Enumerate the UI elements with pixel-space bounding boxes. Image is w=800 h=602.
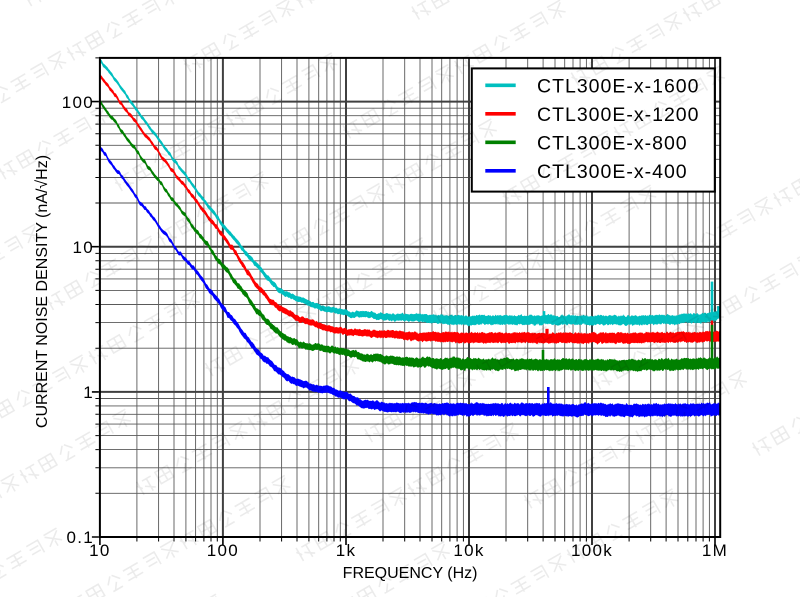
svg-text:CTL300E-x-400: CTL300E-x-400 [537, 161, 688, 183]
svg-text:CURRENT NOISE DENSITY (nA/√Hz): CURRENT NOISE DENSITY (nA/√Hz) [34, 155, 51, 428]
svg-text:10: 10 [89, 541, 111, 560]
svg-text:FREQUENCY (Hz): FREQUENCY (Hz) [343, 565, 478, 582]
svg-text:CTL300E-x-800: CTL300E-x-800 [537, 132, 688, 154]
svg-text:1: 1 [83, 383, 94, 402]
svg-text:0.1: 0.1 [66, 528, 94, 547]
svg-text:CTL300E-x-1600: CTL300E-x-1600 [537, 75, 700, 97]
svg-text:CTL300E-x-1200: CTL300E-x-1200 [537, 104, 700, 126]
svg-text:1M: 1M [702, 541, 728, 560]
svg-text:100: 100 [62, 93, 94, 112]
svg-text:100k: 100k [571, 541, 613, 560]
svg-text:10k: 10k [453, 541, 484, 560]
svg-text:100: 100 [207, 541, 239, 560]
svg-text:1k: 1k [336, 541, 357, 560]
svg-text:10: 10 [72, 238, 94, 257]
